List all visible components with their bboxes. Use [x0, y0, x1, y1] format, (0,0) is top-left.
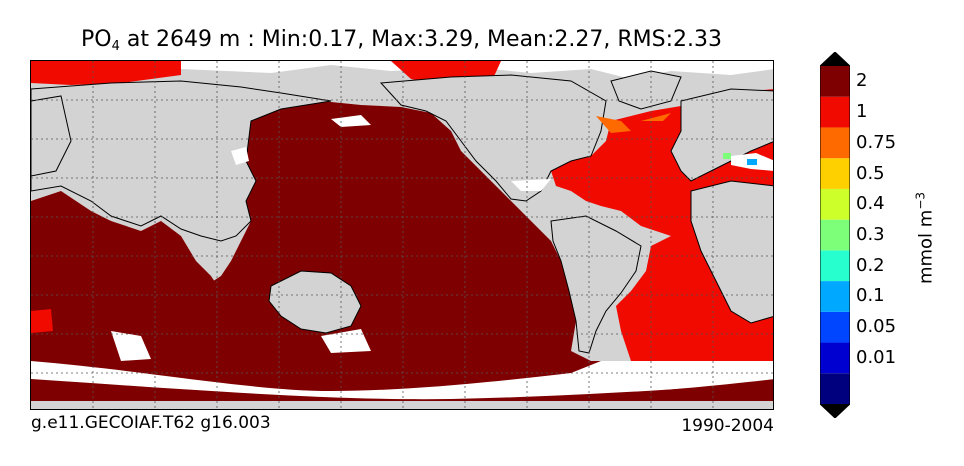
arctic-red-west — [31, 61, 181, 85]
run-name: g.e11.GECOIAF.T62 g16.003 — [31, 413, 271, 433]
colorbar-tick-label: 0.3 — [856, 224, 885, 245]
atlantic-sw-red — [31, 309, 53, 333]
plot-title: PO4 at 2649 m : Min:0.17, Max:3.29, Mean… — [0, 27, 803, 54]
title-variable: PO — [80, 27, 112, 52]
colorbar-tick-label: 0.1 — [856, 285, 885, 307]
world-map — [31, 61, 773, 409]
colorbar-swatch — [820, 342, 850, 374]
antarctica — [31, 401, 773, 409]
colorbar-swatch — [820, 281, 850, 312]
indian-ocean — [31, 191, 221, 336]
tasman-missing — [321, 329, 371, 353]
labrador-orange — [596, 116, 631, 133]
colorbar-tick-label: 1 — [856, 101, 868, 123]
colorbar-swatch — [820, 158, 850, 189]
africa-land — [31, 95, 72, 177]
australia-land — [268, 270, 362, 334]
europe-land — [670, 88, 773, 182]
pacific-indian-ocean — [31, 101, 773, 409]
units-exponent: −3 — [913, 191, 928, 210]
year-range: 1990-2004 — [681, 416, 774, 436]
japan-missing — [231, 147, 249, 165]
title-variable-subscript: 4 — [111, 39, 120, 54]
colorbar-tick-label: 0.4 — [856, 193, 885, 215]
colorbar-tick-label: 0.05 — [856, 316, 897, 338]
colorbar-tick-label: 0.75 — [856, 131, 897, 153]
colorbar-swatch — [820, 219, 850, 251]
colorbar-swatch — [820, 188, 850, 220]
colorbar-tick-label: 0.5 — [856, 162, 885, 184]
colorbar-extend-max — [820, 52, 850, 66]
colorbar-swatch — [820, 96, 850, 128]
map-panel — [30, 60, 774, 410]
kerguelen-missing — [111, 331, 151, 361]
colorbar-swatch — [820, 250, 850, 282]
colorbar-swatch — [820, 373, 850, 404]
units-main: mmol m — [915, 209, 937, 285]
colorbar-tick-label: 2 — [856, 70, 868, 92]
map-grid — [31, 61, 773, 409]
title-stats: at 2649 m : Min:0.17, Max:3.29, Mean:2.2… — [119, 27, 723, 52]
mediterranean-green — [723, 153, 731, 159]
colorbar-tick-label: 0.01 — [856, 346, 897, 368]
mediterranean-blue — [747, 159, 757, 165]
colorbar-units: mmol m−3 — [914, 192, 937, 284]
colorbar-swatch — [820, 311, 850, 343]
africa-east-land — [690, 180, 773, 324]
greenland-orange — [641, 113, 671, 121]
colorbar — [820, 52, 850, 418]
colorbar-swatch — [820, 66, 850, 97]
south-america-land — [550, 215, 642, 354]
colorbar-tick-label: 0.2 — [856, 254, 885, 276]
gulf-missing — [511, 179, 551, 191]
colorbar-swatch — [820, 127, 850, 159]
eurasia-land — [31, 80, 332, 242]
colorbar-extend-min — [820, 404, 850, 418]
